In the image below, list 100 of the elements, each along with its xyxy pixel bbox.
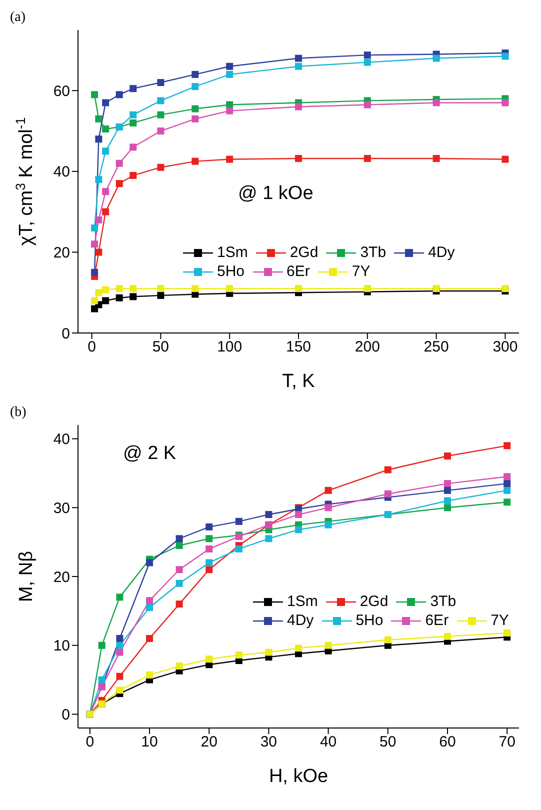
x-tick-label: 10 [141,734,158,751]
legend-label: 7Y [352,263,370,280]
x-tick-label: 300 [492,338,518,356]
point [295,511,302,518]
point [384,636,392,644]
point [157,164,164,171]
point [102,297,110,304]
point [502,52,509,60]
point [226,101,234,108]
point [444,632,451,640]
point [98,676,106,684]
legend-label: 3Tb [430,593,456,610]
point [116,160,123,167]
point [444,486,451,494]
x-tick-label: 50 [152,338,170,356]
point [226,156,234,163]
point [157,97,164,104]
point [157,79,164,86]
point [444,504,451,512]
y-tick-label: 20 [53,244,70,262]
x-tick-label: 0 [86,734,94,751]
point [235,545,242,552]
y-tick-label: 60 [53,82,70,100]
x-tick-label: 200 [354,338,380,356]
point [504,629,511,636]
point [130,172,137,179]
point [295,644,302,652]
point [192,115,199,122]
x-tick-label: 100 [217,338,242,356]
point [176,535,183,542]
point [192,285,199,292]
point [95,136,102,143]
legend-label: 3Tb [360,244,386,261]
legend-label: 5Ho [217,263,245,280]
point [116,285,123,292]
point [116,648,124,656]
point [206,535,213,542]
point [116,686,124,694]
legend-label: 1Sm [217,244,248,261]
point [384,490,392,498]
point [206,559,213,566]
x-tick-label: 70 [498,734,516,751]
y-tick-label: 20 [53,568,70,586]
point [384,466,392,474]
x-tick-label: 150 [286,338,312,356]
point [146,559,154,566]
point [176,542,183,550]
point [192,70,199,78]
point [295,54,302,62]
point [432,99,440,106]
text: (b) [10,405,26,421]
point [295,62,302,70]
point [98,642,106,649]
point [116,91,123,98]
point [91,224,98,232]
legend-label: 6Er [286,263,310,280]
point [504,498,511,506]
point [130,144,137,151]
point [444,452,451,460]
point [324,504,332,512]
point [444,480,451,488]
point [176,600,183,608]
x-tick-label: 50 [380,734,396,751]
point [504,486,511,494]
legend-label: 1Sm [287,593,318,610]
point [206,566,213,574]
point [91,297,98,304]
legend-label: 6Er [425,612,449,629]
point [116,672,124,680]
point [95,216,102,224]
point [295,526,302,534]
point [295,285,302,292]
point [91,240,98,248]
x-tick-label: 20 [200,734,218,751]
point [102,148,110,155]
point [235,652,242,659]
legend-label: 4Dy [428,244,455,261]
legend-label: 5Ho [356,612,384,629]
point [130,293,137,300]
point [502,156,509,163]
point [206,545,213,552]
point [324,521,332,528]
point [91,91,98,98]
point [504,473,511,480]
point [146,671,154,678]
point [504,480,511,488]
point [116,294,123,302]
y-tick-label: 40 [53,431,70,448]
point [504,442,511,450]
point [130,111,137,118]
x-axis-title: T, K [282,371,316,392]
point [176,580,183,587]
point [91,268,98,276]
legend-label: 4Dy [287,612,314,629]
point [295,103,302,110]
point [432,154,440,162]
x-tick-label: 30 [260,734,278,751]
point [146,597,154,604]
point [116,642,124,649]
point [130,285,137,292]
